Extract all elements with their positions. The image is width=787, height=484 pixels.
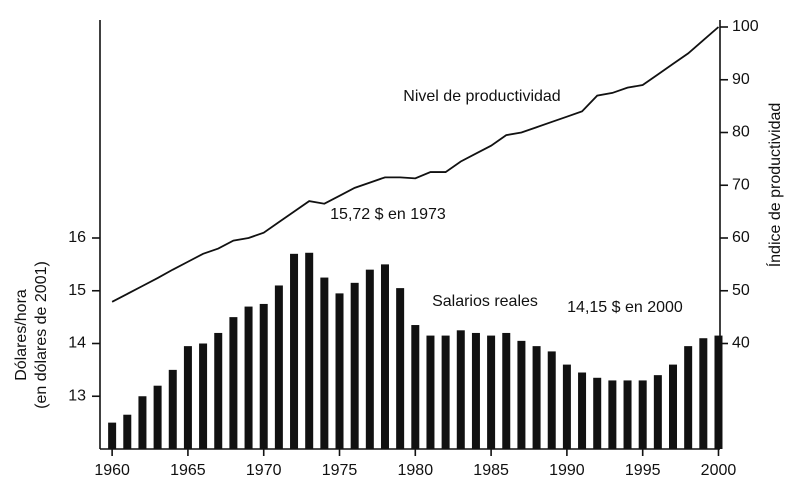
series-label: Salarios reales <box>432 293 538 310</box>
x-tick-label: 1995 <box>625 462 661 479</box>
bar <box>305 252 314 449</box>
bar <box>365 269 374 449</box>
bar <box>578 372 587 449</box>
bar <box>183 346 192 449</box>
bar <box>653 375 662 449</box>
y2-tick-label: 80 <box>732 124 750 141</box>
bar <box>487 335 496 449</box>
x-tick-label: 1975 <box>322 462 358 479</box>
bar <box>274 285 283 449</box>
bar <box>547 351 556 449</box>
bar <box>669 364 678 449</box>
bar <box>214 332 223 449</box>
bar <box>699 338 708 449</box>
x-tick-label: 1970 <box>246 462 282 479</box>
bar <box>138 396 147 449</box>
x-tick-label: 1980 <box>398 462 434 479</box>
x-tick-label: 1990 <box>549 462 585 479</box>
bar <box>426 335 435 449</box>
y2-tick-label: 50 <box>732 282 750 299</box>
bar <box>244 306 253 449</box>
y-axis-label: (en dólares de 2001) <box>33 261 50 409</box>
bar <box>350 282 359 449</box>
y2-tick-label: 70 <box>732 176 750 193</box>
line <box>111 26 720 303</box>
bar <box>608 380 617 449</box>
y2-tick-label: 60 <box>732 229 750 246</box>
bar <box>411 325 420 449</box>
y-axis-label: Dólares/hora <box>13 289 30 381</box>
x-tick-label: 2000 <box>701 462 737 479</box>
bar <box>532 346 541 449</box>
x-tick-label: 1960 <box>94 462 130 479</box>
y-tick-label: 13 <box>68 387 86 404</box>
bar <box>108 422 117 449</box>
x-tick-label: 1965 <box>170 462 206 479</box>
x-tick-label: 1985 <box>473 462 509 479</box>
bar <box>123 414 132 449</box>
y-tick-label: 16 <box>68 229 86 246</box>
bar <box>471 332 480 449</box>
bar <box>714 335 723 449</box>
bar <box>517 340 526 449</box>
bar <box>684 346 693 449</box>
y-tick-label: 15 <box>68 282 86 299</box>
bar <box>290 253 299 449</box>
bar <box>593 377 602 449</box>
bar <box>638 380 647 449</box>
bar <box>168 369 177 449</box>
annotation: 15,72 $ en 1973 <box>330 206 446 223</box>
y2-tick-label: 90 <box>732 71 750 88</box>
y2-tick-label: 100 <box>732 18 759 35</box>
bar <box>335 293 344 449</box>
y2-tick-label: 40 <box>732 335 750 352</box>
annotation: 14,15 $ en 2000 <box>567 299 683 316</box>
bar <box>259 303 268 449</box>
series-label: Nivel de productividad <box>403 88 560 105</box>
bar <box>623 380 632 449</box>
bar <box>229 317 238 449</box>
bar <box>320 277 329 449</box>
bar <box>441 335 450 449</box>
y2-axis-label: Índice de productividad <box>765 103 784 268</box>
bar <box>380 264 389 449</box>
bar <box>396 288 405 449</box>
bar <box>562 364 571 449</box>
bar <box>456 330 465 449</box>
y-tick-label: 14 <box>68 335 86 352</box>
bar <box>199 343 208 449</box>
bar <box>502 332 511 449</box>
bar <box>153 385 162 449</box>
